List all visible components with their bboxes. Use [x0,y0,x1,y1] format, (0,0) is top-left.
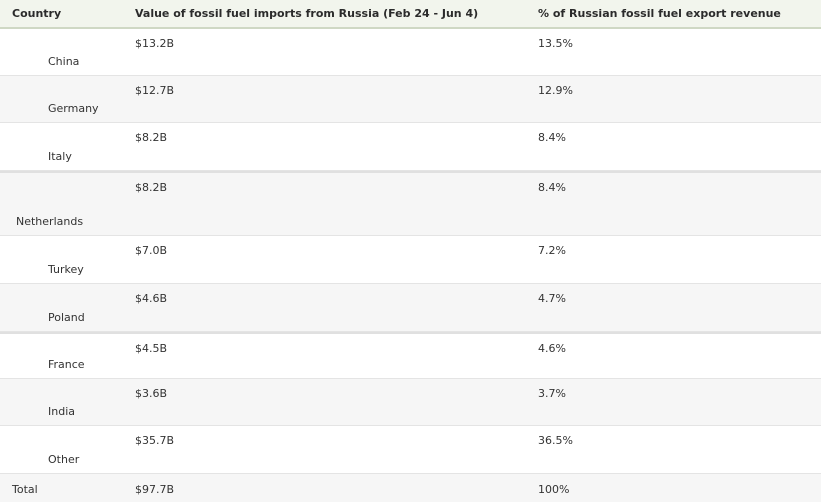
percent-cell: 3.7% [538,387,566,400]
value-cell: $35.7B [135,434,175,447]
total-value: $97.7B [135,483,175,496]
table-row: $4.5B 4.6% France [0,332,821,379]
country-cell: Italy [48,150,72,163]
table-row: $35.7B 36.5% Other [0,426,821,474]
total-row: Total $97.7B 100% [0,474,821,502]
table-row: $8.2B 8.4% Netherlands [0,171,821,236]
table-row: $12.7B 12.9% Germany [0,76,821,123]
table-row: $7.0B 7.2% Turkey [0,236,821,284]
table-row: $13.2B 13.5% China [0,29,821,76]
country-cell: China [48,55,80,68]
table-header-row: Country Value of fossil fuel imports fro… [0,0,821,29]
percent-cell: 8.4% [538,181,566,194]
country-cell: Netherlands [16,215,84,228]
country-cell: Germany [48,102,99,115]
table-row: $8.2B 8.4% Italy [0,123,821,171]
table-row: $4.6B 4.7% Poland [0,284,821,332]
table-row: $3.6B 3.7% India [0,379,821,426]
total-percent: 100% [538,483,570,496]
percent-cell: 12.9% [538,84,573,97]
percent-cell: 4.7% [538,292,566,305]
country-cell: India [48,405,75,418]
country-cell: Other [48,453,80,466]
country-cell: Poland [48,311,85,324]
value-cell: $7.0B [135,244,168,257]
total-label: Total [12,483,38,496]
column-header-value: Value of fossil fuel imports from Russia… [135,7,479,20]
value-cell: $8.2B [135,131,168,144]
value-cell: $12.7B [135,84,175,97]
percent-cell: 8.4% [538,131,566,144]
country-cell: Turkey [48,263,84,276]
percent-cell: 7.2% [538,244,566,257]
percent-cell: 36.5% [538,434,573,447]
percent-cell: 13.5% [538,37,573,50]
column-header-country: Country [12,7,62,20]
country-cell: France [48,358,85,371]
value-cell: $4.6B [135,292,168,305]
value-cell: $13.2B [135,37,175,50]
value-cell: $4.5B [135,342,168,355]
percent-cell: 4.6% [538,342,566,355]
value-cell: $8.2B [135,181,168,194]
value-cell: $3.6B [135,387,168,400]
column-header-percent: % of Russian fossil fuel export revenue [538,7,781,20]
